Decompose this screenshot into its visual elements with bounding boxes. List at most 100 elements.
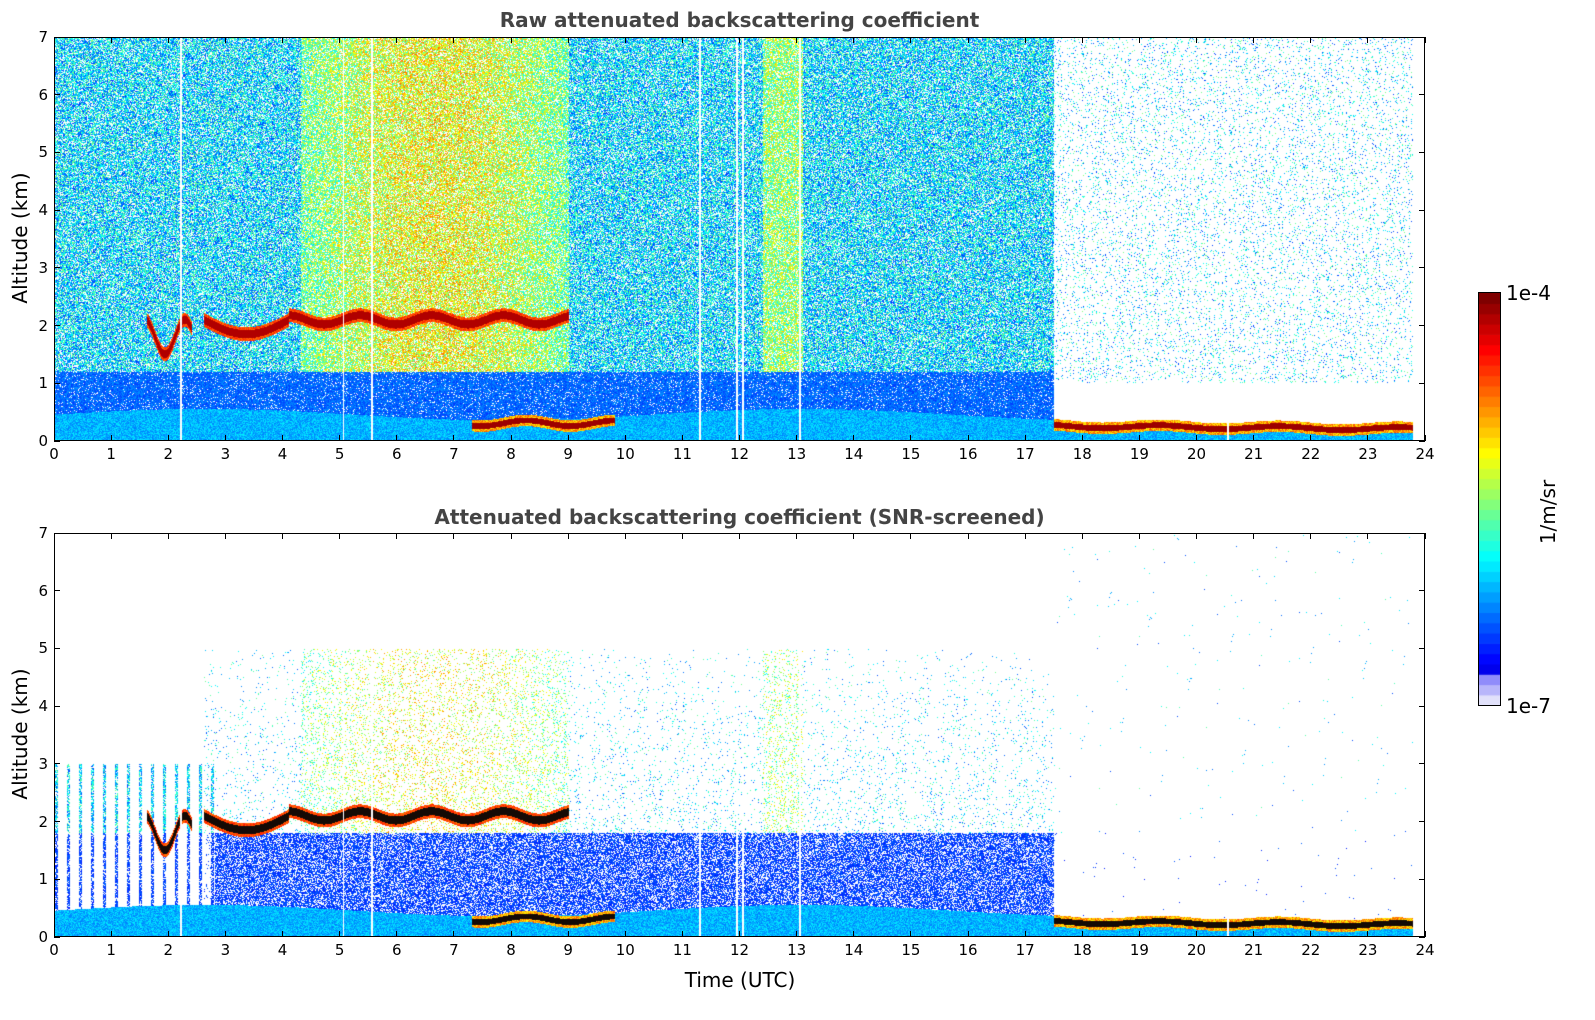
colorbar <box>1478 292 1501 706</box>
x-tick-mark <box>967 435 969 441</box>
y-tick-mark <box>1419 532 1425 534</box>
x-tick-mark <box>796 37 798 43</box>
y-tick-mark <box>1419 94 1425 96</box>
y-tick-mark <box>54 878 60 880</box>
x-tick-label: 20 <box>1186 445 1207 463</box>
x-tick-label: 13 <box>787 445 807 463</box>
x-tick-label: 4 <box>277 941 288 959</box>
bottom-chart-title: Attenuated backscattering coefficient (S… <box>434 505 1045 529</box>
x-tick-mark <box>1024 533 1026 539</box>
x-tick-mark <box>1196 435 1197 441</box>
y-tick-mark <box>1419 209 1425 211</box>
x-tick-mark <box>853 37 855 43</box>
x-tick-mark <box>910 435 912 441</box>
x-tick-label: 19 <box>1129 445 1149 463</box>
y-tick-mark <box>1419 440 1425 442</box>
y-tick-mark <box>54 440 60 442</box>
x-tick-mark <box>624 37 626 43</box>
x-tick-mark <box>796 533 798 539</box>
y-tick-label: 2 <box>38 316 48 335</box>
x-tick-mark <box>510 37 512 43</box>
y-tick-mark <box>1419 647 1425 649</box>
x-tick-mark <box>1367 37 1369 43</box>
colorbar-unit-label: 1/m/sr <box>1536 479 1560 545</box>
x-tick-mark <box>967 37 969 43</box>
x-tick-mark <box>167 435 169 441</box>
y-tick-mark <box>54 325 60 327</box>
x-tick-mark <box>1253 533 1255 539</box>
bottom-x-axis-label: Time (UTC) <box>684 968 796 992</box>
colorbar-min-label: 1e-7 <box>1506 694 1551 718</box>
x-tick-mark <box>110 37 112 43</box>
y-tick-mark <box>1419 936 1425 938</box>
y-tick-mark <box>1419 821 1425 823</box>
x-tick-label: 10 <box>615 941 635 959</box>
x-tick-mark <box>567 533 569 539</box>
x-tick-mark <box>224 931 226 937</box>
x-tick-mark <box>167 37 169 43</box>
x-tick-label: 16 <box>958 941 978 959</box>
x-tick-label: 2 <box>163 941 174 959</box>
x-tick-mark <box>853 931 855 937</box>
x-tick-mark <box>1310 931 1312 937</box>
x-tick-mark <box>396 533 398 539</box>
y-tick-mark <box>1419 151 1425 153</box>
x-tick-mark <box>1253 931 1255 937</box>
x-tick-mark <box>1024 931 1026 937</box>
x-tick-mark <box>1253 37 1255 43</box>
x-tick-label: 2 <box>163 445 174 463</box>
x-tick-label: 16 <box>958 445 978 463</box>
y-tick-label: 3 <box>38 258 48 277</box>
x-tick-mark <box>1024 37 1026 43</box>
y-tick-mark <box>54 267 60 269</box>
y-tick-label: 5 <box>38 143 48 162</box>
y-tick-mark <box>1419 590 1425 592</box>
x-tick-mark <box>1367 435 1369 441</box>
x-tick-mark <box>1310 533 1312 539</box>
x-tick-label: 17 <box>1015 941 1035 959</box>
x-tick-mark <box>681 435 683 441</box>
x-tick-mark <box>339 931 341 937</box>
x-tick-mark <box>453 533 455 539</box>
y-tick-mark <box>54 705 60 707</box>
top-y-axis-label: Altitude (km) <box>8 172 32 304</box>
y-tick-mark <box>54 94 60 96</box>
x-tick-mark <box>567 435 569 441</box>
x-tick-mark <box>53 533 55 539</box>
x-tick-mark <box>739 931 740 937</box>
x-tick-label: 17 <box>1015 445 1035 463</box>
x-tick-mark <box>453 37 455 43</box>
y-tick-mark <box>1419 267 1425 269</box>
x-tick-label: 21 <box>1244 941 1264 959</box>
y-tick-mark <box>54 532 60 534</box>
x-tick-mark <box>796 435 798 441</box>
bottom-heatmap-plot <box>54 533 1425 937</box>
x-tick-mark <box>1310 37 1312 43</box>
x-tick-mark <box>1196 37 1197 43</box>
x-tick-mark <box>739 435 740 441</box>
x-tick-label: 15 <box>901 941 921 959</box>
y-tick-label: 7 <box>38 524 48 542</box>
x-tick-label: 23 <box>1358 941 1378 959</box>
x-tick-mark <box>1081 435 1083 441</box>
x-tick-mark <box>224 37 226 43</box>
y-tick-mark <box>54 821 60 823</box>
y-tick-mark <box>1419 763 1425 765</box>
x-tick-mark <box>910 931 912 937</box>
x-tick-mark <box>110 435 112 441</box>
x-tick-mark <box>681 931 683 937</box>
x-tick-mark <box>1138 931 1140 937</box>
colorbar-max-label: 1e-4 <box>1506 281 1551 305</box>
y-tick-label: 0 <box>38 928 48 946</box>
x-tick-label: 11 <box>672 445 692 463</box>
x-tick-label: 0 <box>49 445 59 463</box>
x-tick-mark <box>624 931 626 937</box>
x-tick-label: 8 <box>506 941 516 959</box>
x-tick-mark <box>110 931 112 937</box>
x-tick-mark <box>624 435 626 441</box>
x-tick-mark <box>967 533 969 539</box>
x-tick-mark <box>1138 435 1140 441</box>
y-tick-label: 6 <box>38 581 48 600</box>
y-tick-mark <box>54 763 60 765</box>
y-tick-label: 4 <box>38 697 48 716</box>
